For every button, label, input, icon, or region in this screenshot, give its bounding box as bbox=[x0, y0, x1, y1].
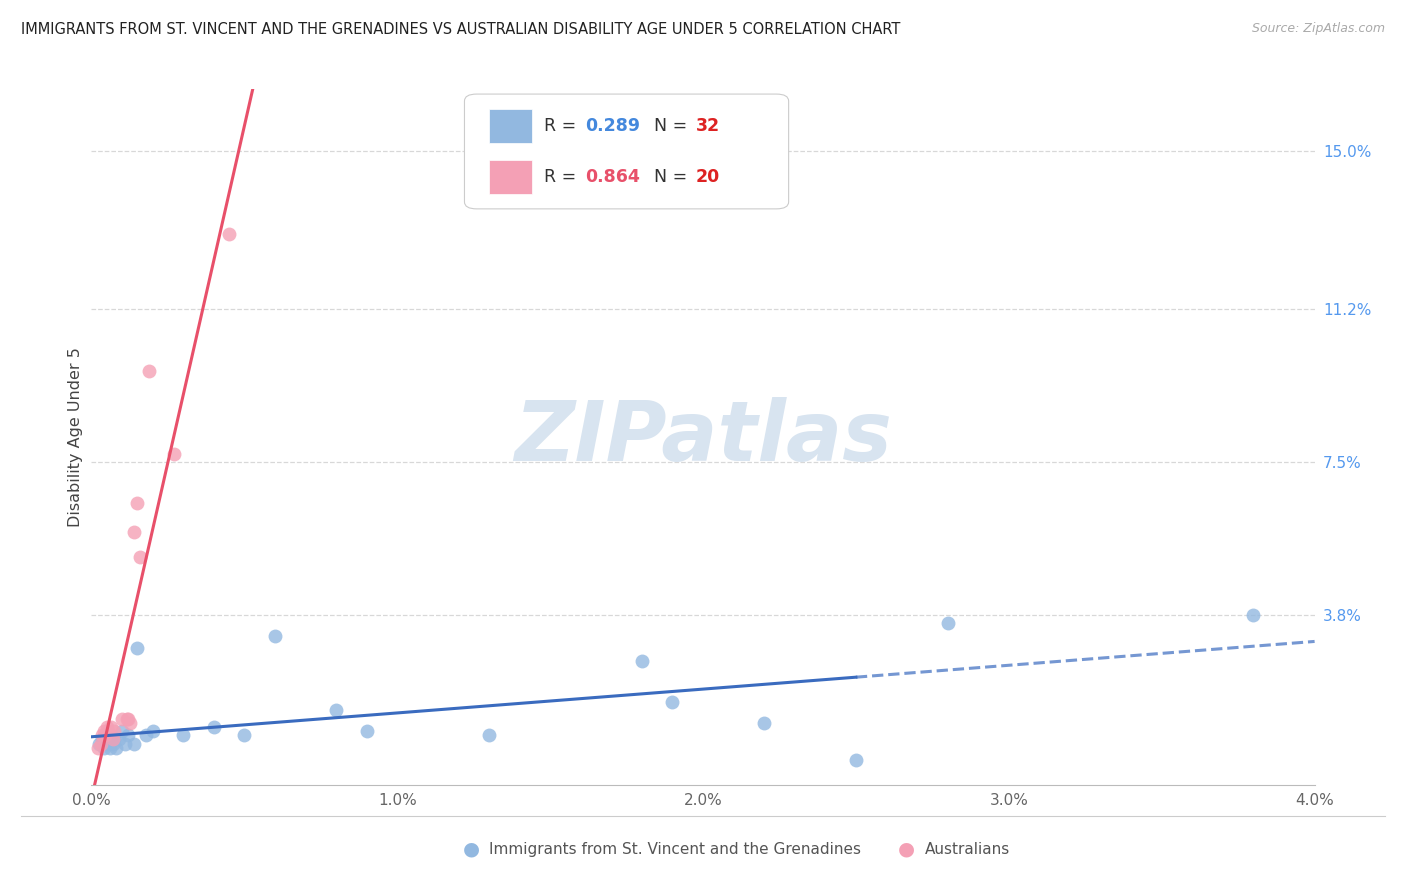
Point bbox=[233, 728, 256, 742]
Point bbox=[101, 732, 124, 747]
Point bbox=[127, 496, 149, 510]
Text: Australians: Australians bbox=[925, 842, 1011, 856]
Text: 20: 20 bbox=[696, 168, 720, 186]
Point bbox=[163, 447, 186, 461]
Text: R =: R = bbox=[544, 117, 582, 135]
Point bbox=[103, 732, 125, 747]
Point bbox=[325, 703, 347, 717]
Point bbox=[108, 732, 131, 747]
FancyBboxPatch shape bbox=[489, 110, 531, 143]
Point bbox=[96, 720, 118, 734]
Point bbox=[97, 724, 120, 739]
FancyBboxPatch shape bbox=[489, 161, 531, 194]
Point bbox=[96, 737, 118, 751]
Point bbox=[103, 724, 125, 739]
Point bbox=[218, 227, 240, 241]
Point bbox=[111, 712, 134, 726]
Point bbox=[98, 740, 121, 755]
Point bbox=[754, 715, 776, 730]
Point bbox=[104, 740, 127, 755]
Point bbox=[129, 550, 152, 565]
Point bbox=[630, 654, 652, 668]
Point bbox=[117, 728, 139, 742]
Point bbox=[936, 616, 959, 631]
Point bbox=[97, 732, 120, 747]
Point bbox=[93, 724, 115, 739]
Point bbox=[94, 728, 117, 742]
Point bbox=[264, 629, 287, 643]
Point bbox=[94, 728, 117, 742]
Point bbox=[356, 724, 378, 739]
Point bbox=[100, 720, 122, 734]
Point bbox=[111, 724, 134, 739]
Y-axis label: Disability Age Under 5: Disability Age Under 5 bbox=[67, 347, 83, 527]
Text: Immigrants from St. Vincent and the Grenadines: Immigrants from St. Vincent and the Gren… bbox=[489, 842, 862, 856]
Text: N =: N = bbox=[654, 168, 693, 186]
Point bbox=[661, 695, 683, 709]
Text: N =: N = bbox=[654, 117, 693, 135]
Point bbox=[118, 715, 141, 730]
Point bbox=[100, 728, 122, 742]
Text: Source: ZipAtlas.com: Source: ZipAtlas.com bbox=[1251, 22, 1385, 36]
Point bbox=[90, 737, 112, 751]
Point bbox=[135, 728, 157, 742]
Point bbox=[172, 728, 194, 742]
Point bbox=[478, 728, 501, 742]
Point bbox=[93, 740, 115, 755]
Point bbox=[101, 737, 124, 751]
Point bbox=[87, 737, 110, 751]
Text: ZIPatlas: ZIPatlas bbox=[515, 397, 891, 477]
Point bbox=[845, 753, 868, 767]
Point bbox=[117, 712, 139, 726]
Text: R =: R = bbox=[544, 168, 582, 186]
Point bbox=[115, 712, 138, 726]
Text: 0.289: 0.289 bbox=[585, 117, 641, 135]
Text: 0.864: 0.864 bbox=[585, 168, 641, 186]
Text: 32: 32 bbox=[696, 117, 720, 135]
Point bbox=[86, 740, 108, 755]
Text: ●: ● bbox=[463, 839, 479, 859]
Point bbox=[122, 737, 145, 751]
FancyBboxPatch shape bbox=[464, 94, 789, 209]
Text: ●: ● bbox=[898, 839, 915, 859]
Point bbox=[122, 525, 145, 540]
Point bbox=[138, 364, 160, 378]
Point bbox=[127, 641, 149, 656]
Point bbox=[114, 737, 136, 751]
Point bbox=[141, 724, 163, 739]
Text: IMMIGRANTS FROM ST. VINCENT AND THE GRENADINES VS AUSTRALIAN DISABILITY AGE UNDE: IMMIGRANTS FROM ST. VINCENT AND THE GREN… bbox=[21, 22, 900, 37]
Point bbox=[1243, 608, 1265, 623]
Point bbox=[91, 728, 114, 742]
Point bbox=[91, 732, 114, 747]
Point bbox=[202, 720, 225, 734]
